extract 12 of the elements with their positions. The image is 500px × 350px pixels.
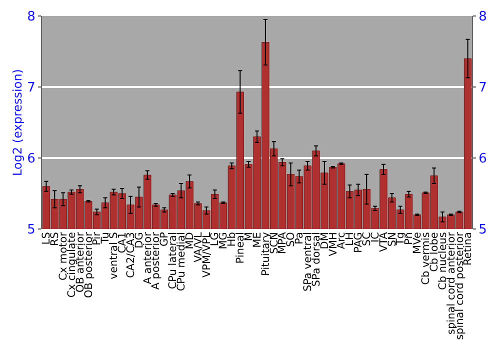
y-tick-label: 8 xyxy=(27,10,36,25)
y2-tick-label: 6 xyxy=(478,152,487,167)
x-tick-label: OB posterior xyxy=(82,231,95,298)
y-tick-label: 7 xyxy=(27,80,36,96)
y2-tick-label: 7 xyxy=(478,80,487,96)
y-axis-title: Log2 (expression) xyxy=(10,69,24,176)
y2-tick-label: 5 xyxy=(478,222,487,238)
y-tick-label: 5 xyxy=(27,222,36,238)
x-tick-label: A posterior xyxy=(150,231,162,290)
y-tick-label: 6 xyxy=(27,152,36,167)
x-tick-label: Tg xyxy=(394,232,407,246)
y2-tick-label: 8 xyxy=(478,10,487,25)
